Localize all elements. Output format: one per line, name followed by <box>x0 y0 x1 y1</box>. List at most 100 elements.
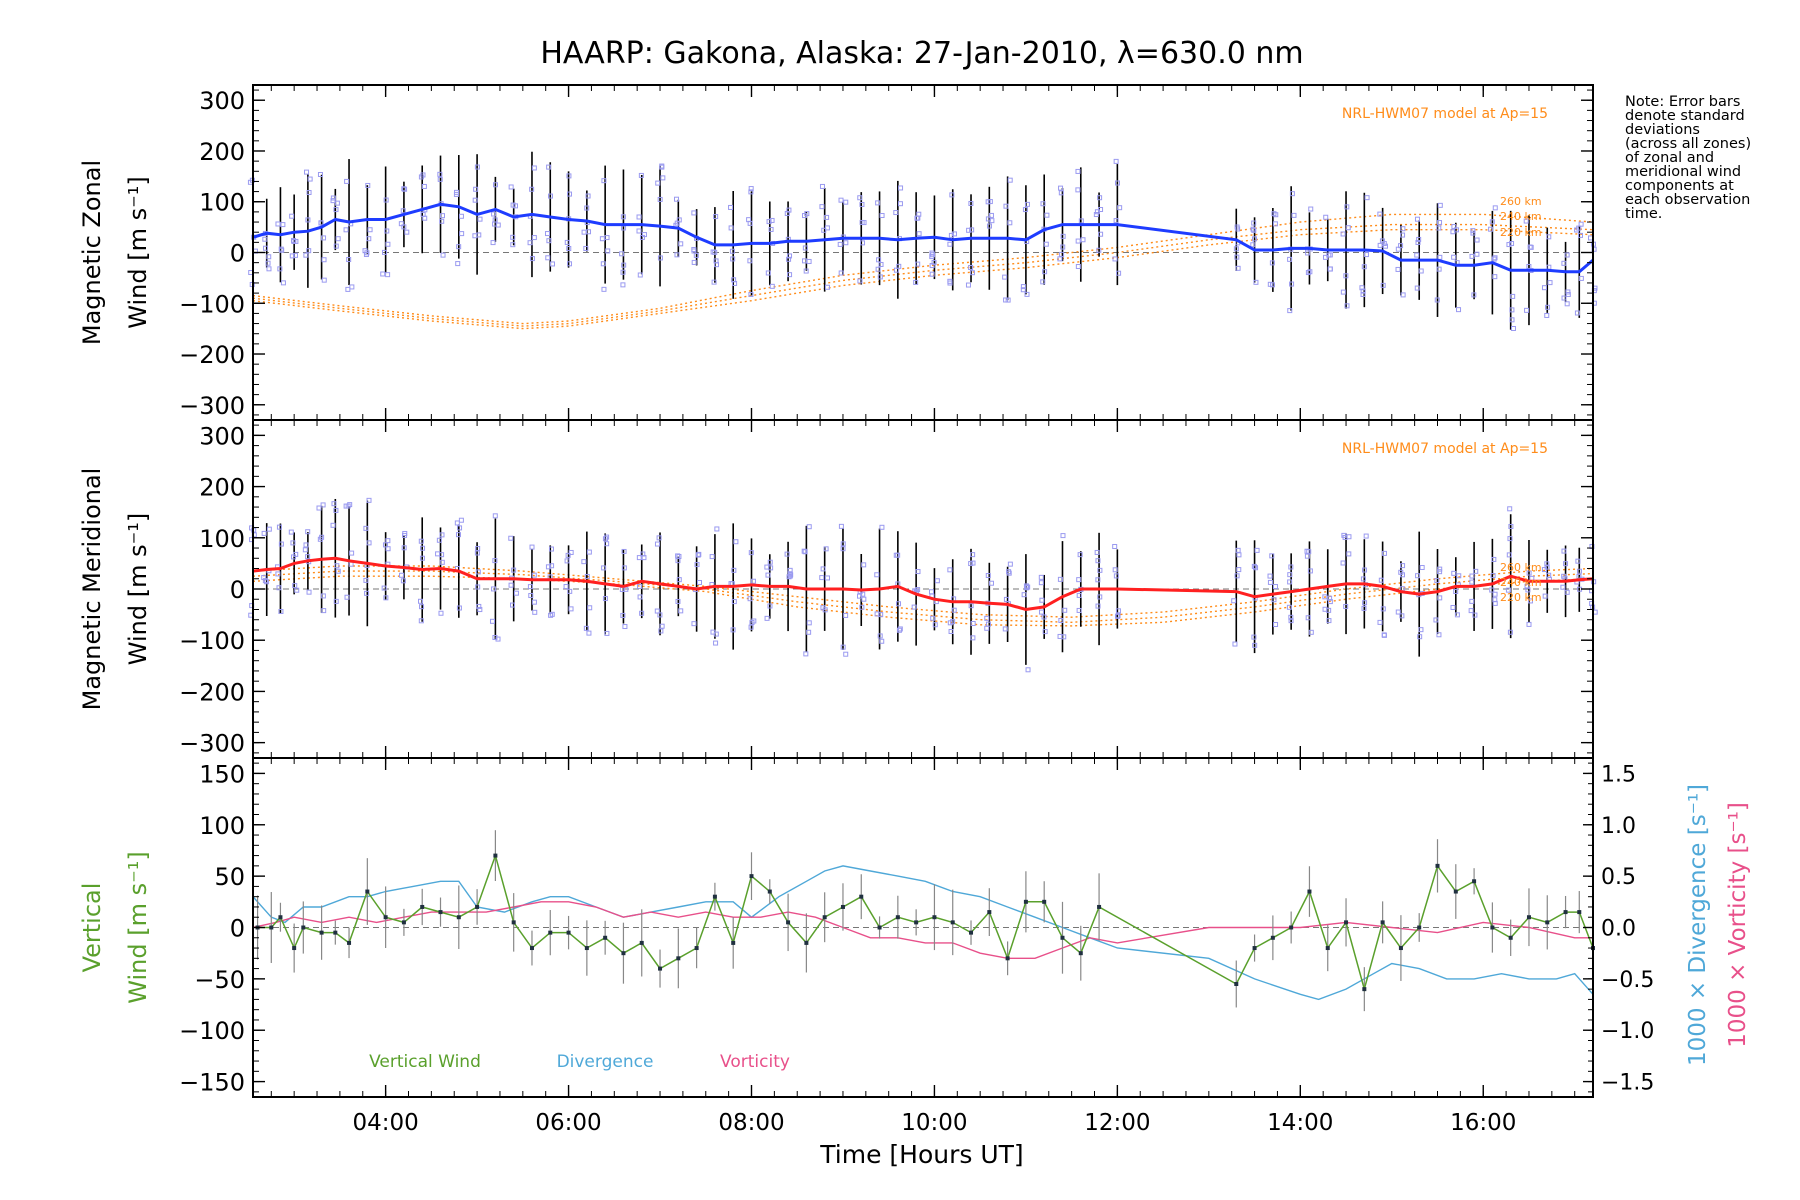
vertical-wind-point <box>1398 946 1403 951</box>
zone-sample <box>532 609 538 615</box>
zone-sample <box>750 578 756 584</box>
zone-sample <box>1112 256 1118 262</box>
vertical-wind-point <box>786 920 791 925</box>
zone-sample <box>508 582 514 588</box>
zone-sample <box>1489 587 1495 593</box>
zone-sample <box>1058 617 1064 623</box>
zone-sample <box>548 612 554 618</box>
zone-sample <box>492 558 498 564</box>
zone-sample <box>1095 558 1101 564</box>
zone-sample <box>820 566 826 572</box>
zone-sample <box>1095 603 1101 609</box>
zone-sample <box>1042 269 1048 275</box>
zone-sample <box>266 526 272 532</box>
zone-sample <box>383 197 389 203</box>
zone-sample <box>1289 281 1295 287</box>
zone-sample <box>545 255 551 261</box>
zone-sample <box>620 282 626 288</box>
y-tick-label: −100 <box>179 627 245 655</box>
vertical-wind-point <box>1078 951 1083 956</box>
zone-sample <box>893 552 899 558</box>
zone-sample <box>418 538 424 544</box>
zone-sample <box>747 258 753 264</box>
zone-sample <box>915 569 921 575</box>
zone-sample <box>344 178 350 184</box>
vertical-wind-point <box>639 940 644 945</box>
zone-sample <box>787 253 793 259</box>
zone-sample <box>915 261 921 267</box>
zone-sample <box>787 272 793 278</box>
zone-sample <box>875 266 881 272</box>
zone-sample <box>304 169 310 175</box>
vertical-wind-point <box>475 904 480 909</box>
x-tick-label: 12:00 <box>1084 1110 1150 1136</box>
zone-sample <box>893 210 899 216</box>
vertical-wind-point <box>1289 925 1294 930</box>
zone-sample <box>1564 252 1570 258</box>
vertical-wind-point <box>1453 889 1458 894</box>
zone-sample <box>419 604 425 610</box>
zone-sample <box>549 261 555 267</box>
zonal-panel: NRL-HWM07 model at Ap=15 260 km 240 km 220 … <box>78 84 1598 421</box>
zone-sample <box>803 651 809 657</box>
zone-sample <box>320 593 326 599</box>
vertical-wind-point <box>278 915 283 920</box>
zone-sample <box>1252 642 1258 648</box>
zone-sample <box>364 590 370 596</box>
zone-sample <box>305 529 311 535</box>
zone-sample <box>638 172 644 178</box>
zone-sample <box>748 624 754 630</box>
zone-sample <box>1561 260 1567 266</box>
zone-sample <box>989 218 995 224</box>
zone-sample <box>784 210 790 216</box>
zone-sample <box>1492 274 1498 280</box>
zone-sample <box>402 530 408 536</box>
zone-sample <box>305 554 311 560</box>
zone-sample <box>1450 604 1456 610</box>
model-altitude-label: 220 km <box>1500 591 1542 604</box>
model-curve-1 <box>252 213 1594 325</box>
zone-sample <box>330 522 336 528</box>
zone-sample <box>861 596 867 602</box>
zone-sample <box>966 227 972 233</box>
zone-sample <box>840 546 846 552</box>
zone-sample <box>1469 579 1475 585</box>
zone-sample <box>637 272 643 278</box>
zone-sample <box>1564 589 1570 595</box>
zone-sample <box>621 565 627 571</box>
vertical-wind-point <box>529 946 534 951</box>
zone-sample <box>306 589 312 595</box>
y-axis-label-line2: Wind [m s⁻¹] <box>124 176 152 328</box>
zone-sample <box>691 621 697 627</box>
zone-sample <box>349 284 355 290</box>
model-curve-2 <box>252 223 1594 327</box>
zone-sample <box>1377 211 1383 217</box>
zone-sample <box>1251 563 1257 569</box>
zone-sample <box>303 252 309 258</box>
zone-sample <box>1577 232 1583 238</box>
zone-sample <box>986 223 992 229</box>
zone-sample <box>1400 226 1406 232</box>
zone-sample <box>548 546 554 552</box>
model-curve-3 <box>252 228 1594 330</box>
zone-sample <box>898 185 904 191</box>
zone-sample <box>1510 293 1516 299</box>
zone-sample <box>676 577 682 583</box>
zone-sample <box>512 203 518 209</box>
y-tick-label: 50 <box>214 863 245 891</box>
vertical-wind-line <box>257 853 1594 992</box>
zone-sample <box>437 171 443 177</box>
zone-sample <box>1234 224 1240 230</box>
zone-sample <box>1344 303 1350 309</box>
zone-sample <box>1492 600 1498 606</box>
zone-sample <box>1564 301 1570 307</box>
zone-sample <box>1395 266 1401 272</box>
zone-sample <box>567 191 573 197</box>
zone-sample <box>439 559 445 565</box>
zone-sample <box>1232 641 1238 647</box>
zone-sample <box>1251 227 1257 233</box>
zone-sample <box>748 550 754 556</box>
zone-sample <box>1060 244 1066 250</box>
vertical-wind-point <box>269 925 274 930</box>
zone-sample <box>1095 577 1101 583</box>
